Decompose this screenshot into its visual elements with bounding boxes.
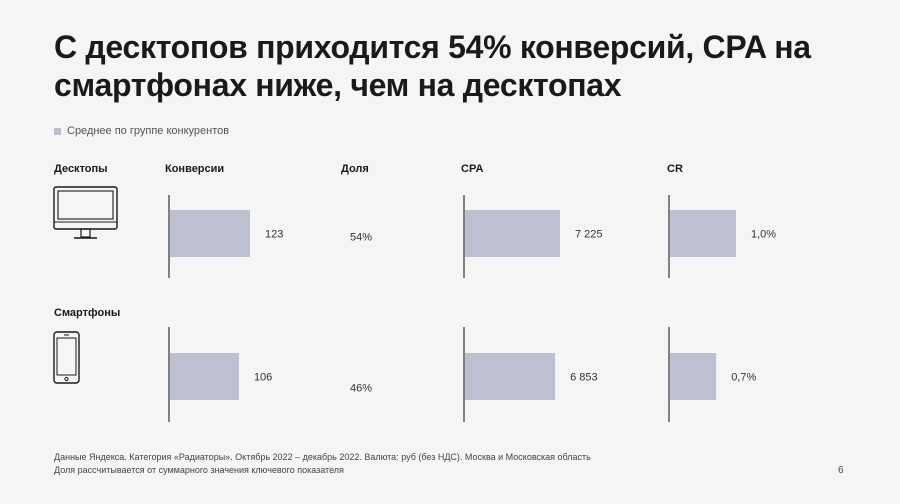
cpa-value-label-smartphone: 6 853: [570, 372, 598, 384]
header-device: Десктопы: [54, 163, 108, 175]
cr-value-label-desktop: 1,0%: [751, 229, 776, 241]
footnote-source: Данные Яндекса. Категория «Радиаторы». О…: [54, 452, 591, 462]
page-title: С десктопов приходится 54% конверсий, CP…: [54, 29, 811, 103]
cr-value-label-smartphone: 0,7%: [731, 372, 756, 384]
header-share: Доля: [341, 163, 369, 175]
cr-bar-smartphone: [670, 353, 717, 400]
cr-bar-desktop: [670, 210, 736, 257]
legend: Среднее по группе конкурентов: [54, 125, 229, 137]
smartphone-icon: [53, 331, 80, 384]
legend-swatch: [54, 127, 61, 135]
conv-bar-smartphone: [170, 353, 239, 400]
cpa-value-label-desktop: 7 225: [575, 229, 603, 241]
legend-label: Среднее по группе конкурентов: [67, 125, 230, 137]
desktop-monitor-icon: [53, 186, 118, 239]
cpa-bar-smartphone: [465, 353, 556, 400]
header-cpa: CPA: [461, 163, 484, 175]
conv-value-label-smartphone: 106: [254, 372, 272, 384]
row-label-smartphone: Смартфоны: [54, 307, 121, 319]
page-number: 6: [838, 465, 844, 476]
share-value-smartphone: 46%: [350, 383, 372, 395]
conv-bar-desktop: [170, 210, 250, 257]
share-value-desktop: 54%: [350, 232, 372, 244]
header-cr: CR: [667, 163, 683, 175]
footnote-share-note: Доля рассчитывается от суммарного значен…: [54, 465, 344, 475]
cpa-bar-desktop: [465, 210, 560, 257]
conv-value-label-desktop: 123: [265, 229, 283, 241]
header-conversions: Конверсии: [165, 163, 225, 175]
